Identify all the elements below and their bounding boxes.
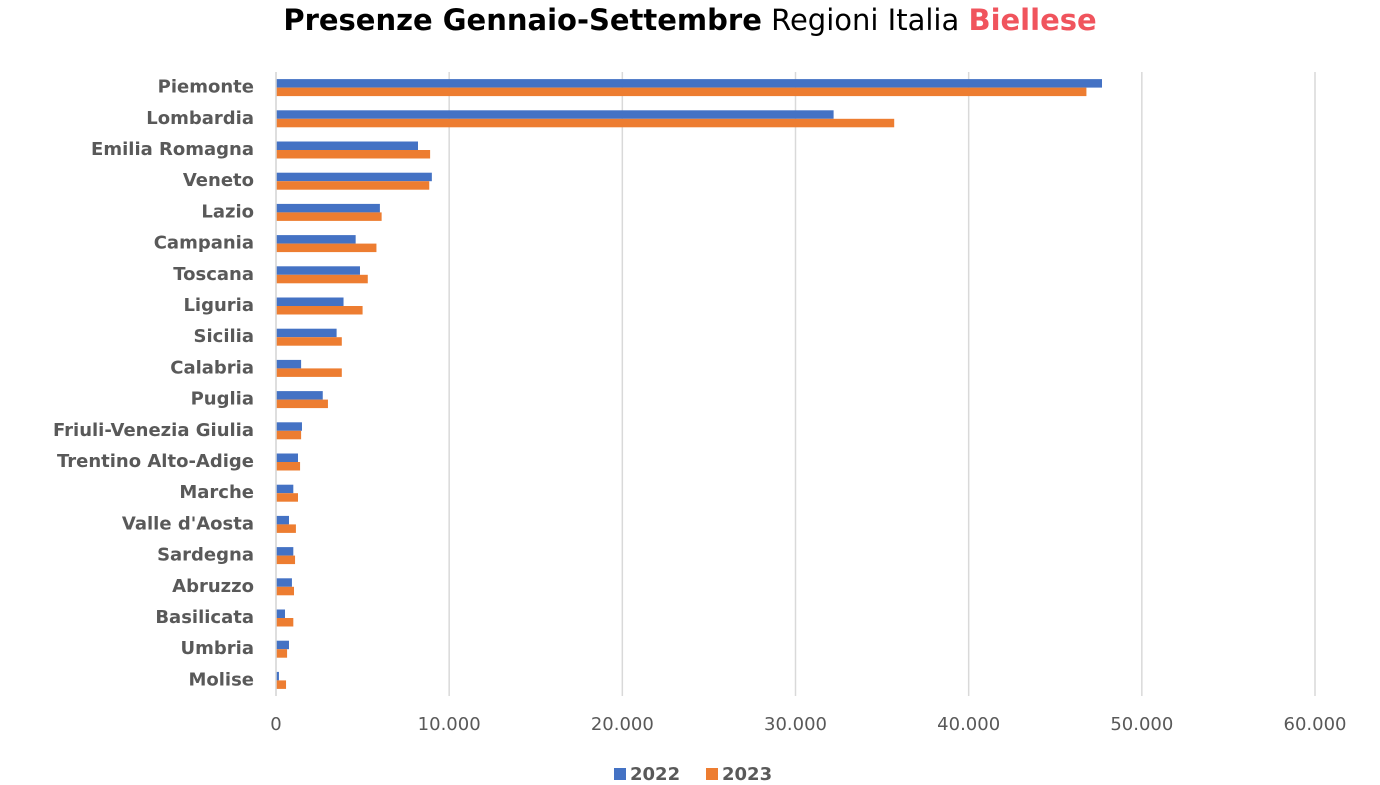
y-tick-label: Valle d'Aosta <box>122 513 254 534</box>
bar <box>276 391 323 400</box>
title-part: Regioni Italia <box>771 3 959 37</box>
x-tick-label: 20.000 <box>591 714 654 735</box>
y-tick-label: Molise <box>188 669 254 690</box>
y-tick-label: Lombardia <box>146 108 254 129</box>
bar <box>276 399 328 409</box>
bar <box>276 328 337 338</box>
bar <box>276 671 279 681</box>
x-tick-label: 0 <box>270 714 281 735</box>
bar <box>276 547 294 556</box>
bar <box>276 150 431 159</box>
x-tick-label: 30.000 <box>764 714 827 735</box>
bar <box>276 453 298 462</box>
legend-label: 2022 <box>630 764 680 785</box>
y-tick-label: Umbria <box>181 638 254 659</box>
y-tick-label: Trentino Alto-Adige <box>57 451 254 472</box>
bar <box>276 266 360 275</box>
bar <box>276 181 430 190</box>
bar <box>276 524 296 533</box>
bar <box>276 493 298 502</box>
y-tick-label: Abruzzo <box>172 576 254 597</box>
y-tick-label: Toscana <box>173 264 254 285</box>
bar <box>276 203 380 213</box>
x-tick-label: 10.000 <box>418 714 481 735</box>
y-tick-label: Veneto <box>183 170 254 191</box>
bar <box>276 359 302 369</box>
y-tick-label: Piemonte <box>158 77 254 98</box>
bar <box>276 297 344 306</box>
y-tick-label: Sicilia <box>194 326 254 347</box>
bar <box>276 172 432 182</box>
bar <box>276 87 1087 97</box>
y-tick-label: Basilicata <box>155 607 254 628</box>
bar <box>276 578 292 587</box>
y-tick-label: Liguria <box>183 295 254 316</box>
bar <box>276 110 834 119</box>
bar <box>276 212 382 221</box>
chart-title: Presenze Gennaio-Settembre Regioni Itali… <box>283 3 1096 37</box>
bar <box>276 79 1103 88</box>
bar <box>276 462 301 471</box>
y-tick-label: Campania <box>154 233 254 254</box>
bar <box>276 484 294 494</box>
bar <box>276 618 294 627</box>
bar <box>276 422 302 431</box>
y-tick-label: Lazio <box>201 201 254 222</box>
y-tick-label: Friuli-Venezia Giulia <box>53 420 254 441</box>
legend-swatch <box>614 768 626 780</box>
bar <box>276 368 342 377</box>
bar <box>276 515 289 525</box>
bar <box>276 640 289 650</box>
bar <box>276 337 342 346</box>
y-tick-label: Marche <box>179 482 254 503</box>
y-tick-label: Sardegna <box>157 545 254 566</box>
bar <box>276 274 368 284</box>
y-tick-label: Calabria <box>170 357 254 378</box>
bar <box>276 243 377 253</box>
y-tick-label: Puglia <box>191 389 254 410</box>
x-tick-label: 40.000 <box>937 714 1000 735</box>
bar <box>276 118 895 128</box>
bar <box>276 586 295 596</box>
bar <box>276 235 356 244</box>
bar <box>276 430 302 440</box>
bar <box>276 680 287 689</box>
bar <box>276 306 363 315</box>
x-tick-label: 60.000 <box>1284 714 1347 735</box>
x-tick-label: 50.000 <box>1110 714 1173 735</box>
title-part: Presenze Gennaio-Settembre <box>283 3 762 37</box>
bar <box>276 649 288 658</box>
bar <box>276 141 418 150</box>
bar <box>276 609 286 618</box>
bar <box>276 555 296 565</box>
legend-label: 2023 <box>722 764 772 785</box>
legend-swatch <box>706 768 718 780</box>
y-tick-label: Emilia Romagna <box>91 139 254 160</box>
title-part: Biellese <box>968 3 1096 37</box>
